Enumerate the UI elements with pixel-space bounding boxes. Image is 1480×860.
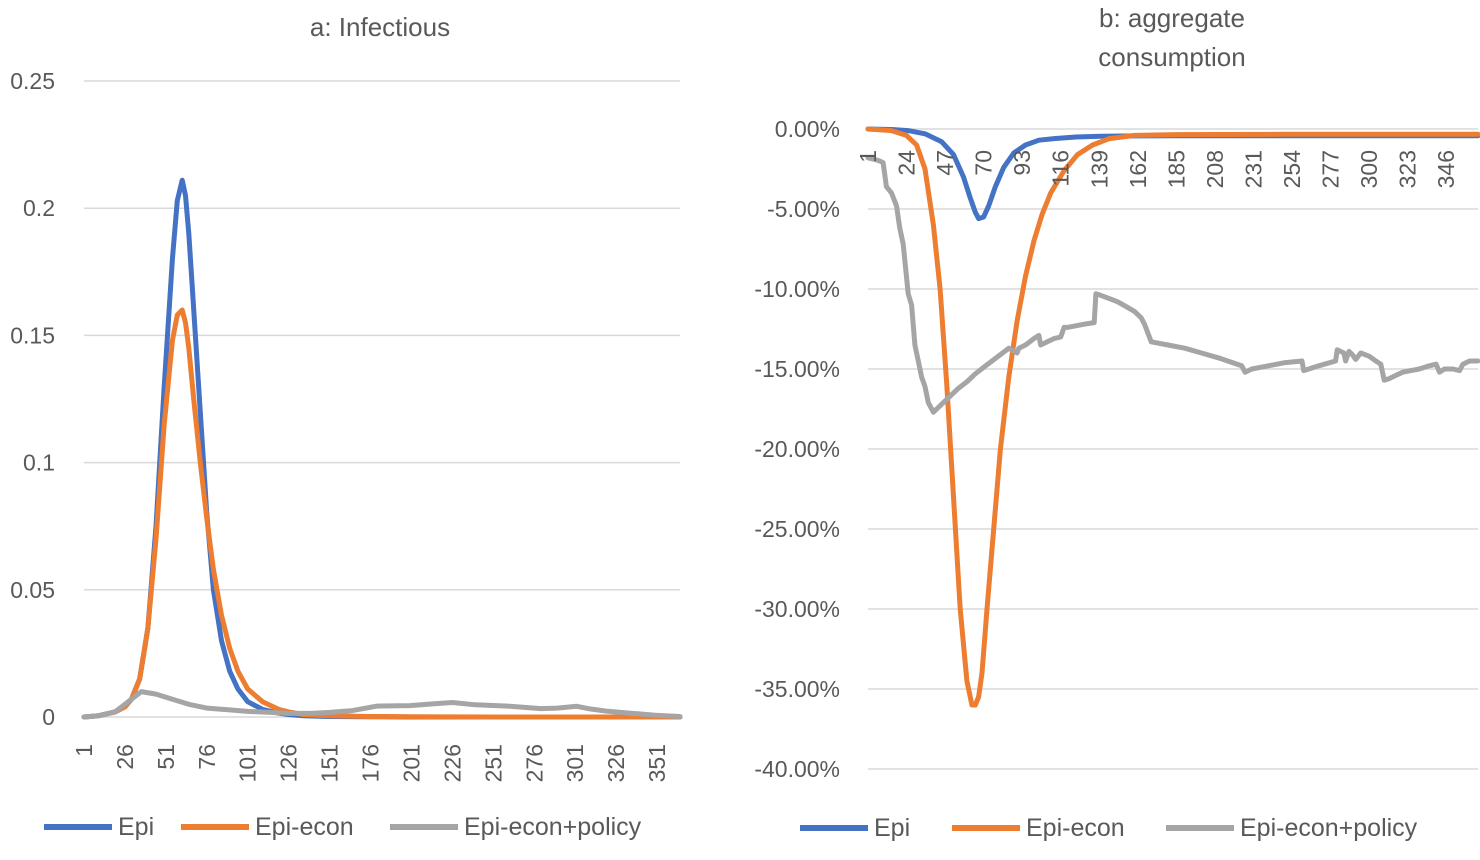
chart-b-title-line-1: b: aggregate (1099, 3, 1245, 33)
x-tick-label: 301 (562, 744, 588, 782)
x-tick-label: 176 (358, 744, 384, 782)
chart-a-series (81, 177, 683, 720)
x-tick-label: 185 (1163, 150, 1189, 188)
y-tick-label: 0.2 (23, 195, 55, 221)
series-line-epi (81, 177, 683, 720)
y-tick-label: 0.05 (10, 577, 55, 603)
x-tick-label: 201 (398, 744, 424, 782)
chart-a-infectious: a: Infectious 0.250.20.150.10.050 1 26 51 7… (10, 12, 683, 841)
chart-b-x-tick-labels: 1 24 47 70 93 116 139 162 185 208 231 254 277 300 323 3… (855, 150, 1459, 189)
y-tick-label: -15.00% (754, 356, 840, 382)
x-tick-label: 139 (1086, 150, 1112, 188)
legend-item-epi-econ: Epi-econ (952, 814, 1125, 842)
y-tick-label: 0.00% (775, 116, 840, 142)
x-tick-label: 351 (644, 744, 670, 782)
x-tick-label: 277 (1318, 150, 1344, 188)
legend-item-epi: Epi (44, 813, 154, 841)
y-tick-label: 0 (42, 704, 55, 730)
chart-b-series (865, 126, 1480, 708)
x-tick-label: 300 (1356, 150, 1382, 188)
chart-b-aggregate-consumption: b: aggregate consumption 0.00% -5.00% -10.… (754, 3, 1480, 842)
chart-b-legend: Epi Epi-econ Epi-econ+policy (800, 814, 1418, 842)
x-tick-label: 101 (235, 744, 261, 782)
x-tick-label: 116 (1048, 150, 1074, 187)
legend-item-epi-econ-policy: Epi-econ+policy (390, 813, 642, 841)
series-line-epi-econ (81, 307, 683, 720)
x-tick-label: 76 (194, 744, 220, 770)
x-tick-label: 226 (439, 744, 465, 782)
y-tick-label: 0.1 (23, 450, 55, 476)
x-tick-label: 26 (112, 744, 138, 770)
chart-a-legend: Epi Epi-econ Epi-econ+policy (44, 813, 642, 841)
x-tick-label: 1 (855, 150, 881, 163)
y-tick-label: -20.00% (754, 436, 840, 462)
y-tick-label: -35.00% (754, 676, 840, 702)
y-tick-label: -30.00% (754, 596, 840, 622)
chart-b-gridlines (868, 128, 1478, 770)
legend-label: Epi (118, 813, 154, 841)
x-tick-label: 276 (521, 744, 547, 782)
chart-a-x-tick-labels: 1 26 51 76 101 126 151 176 201 226 251 276 301 326 351 (71, 744, 670, 782)
legend-label: Epi-econ+policy (464, 813, 642, 841)
y-tick-label: 0.15 (10, 322, 55, 348)
x-tick-label: 126 (276, 744, 302, 782)
legend-label: Epi-econ+policy (1240, 814, 1418, 842)
series-line-epi-econ-policy (81, 689, 683, 720)
chart-a-gridlines (84, 80, 680, 718)
series-line-epi (865, 126, 1480, 222)
x-tick-label: 231 (1240, 150, 1266, 188)
chart-b-title-line-2: consumption (1098, 42, 1245, 72)
legend-item-epi-econ: Epi-econ (181, 813, 354, 841)
x-tick-label: 326 (603, 744, 629, 782)
x-tick-label: 47 (932, 150, 958, 176)
chart-a-title: a: Infectious (310, 12, 450, 42)
legend-label: Epi (874, 814, 910, 842)
y-tick-label: -5.00% (767, 196, 840, 222)
x-tick-label: 151 (317, 744, 343, 782)
x-tick-label: 323 (1395, 150, 1421, 188)
x-tick-label: 24 (894, 150, 920, 176)
y-tick-label: 0.25 (10, 68, 55, 94)
x-tick-label: 346 (1433, 150, 1459, 188)
y-tick-label: -25.00% (754, 516, 840, 542)
chart-a-y-tick-labels: 0.25 0.2 0.15 0.1 0.05 0 (10, 68, 55, 730)
x-tick-label: 1 (71, 744, 97, 757)
legend-label: Epi-econ (255, 813, 354, 841)
legend-item-epi: Epi (800, 814, 910, 842)
x-tick-label: 162 (1125, 150, 1151, 188)
legend-label: Epi-econ (1026, 814, 1125, 842)
series-line-epi-econ-policy (865, 155, 1480, 415)
chart-b-y-tick-labels: 0.00% -5.00% -10.00% -15.00% -20.00% -25.00% -… (754, 116, 840, 782)
x-tick-label: 93 (1009, 150, 1035, 176)
y-tick-label: -10.00% (754, 276, 840, 302)
x-tick-label: 70 (971, 150, 997, 176)
x-tick-label: 254 (1279, 150, 1305, 189)
y-tick-label: -40.00% (754, 756, 840, 782)
x-tick-label: 251 (480, 744, 506, 782)
legend-item-epi-econ-policy: Epi-econ+policy (1166, 814, 1418, 842)
x-tick-label: 208 (1202, 150, 1228, 188)
series-line-epi-econ (865, 126, 1480, 708)
x-tick-label: 51 (153, 744, 179, 770)
